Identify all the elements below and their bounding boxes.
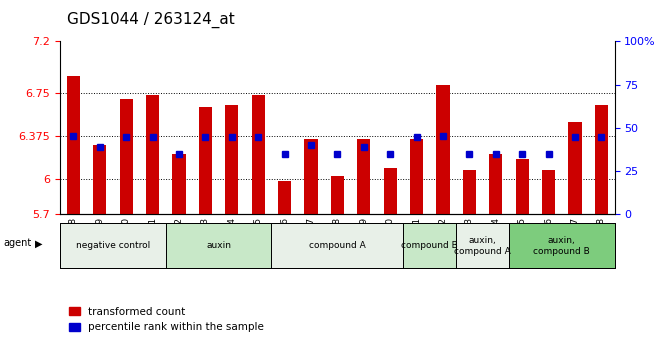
Bar xyxy=(456,223,509,268)
Bar xyxy=(331,176,344,214)
Text: auxin: auxin xyxy=(206,241,231,250)
Bar xyxy=(463,170,476,214)
Bar xyxy=(410,139,423,214)
Bar xyxy=(146,96,159,214)
Bar xyxy=(568,122,582,214)
Text: ▶: ▶ xyxy=(35,238,42,248)
Legend: transformed count, percentile rank within the sample: transformed count, percentile rank withi… xyxy=(65,303,269,336)
Text: GDS1044 / 263124_at: GDS1044 / 263124_at xyxy=(67,11,234,28)
Bar xyxy=(305,139,317,214)
Bar xyxy=(67,76,80,214)
Bar xyxy=(516,159,529,214)
Bar xyxy=(252,96,265,214)
Text: compound B: compound B xyxy=(401,241,458,250)
Text: auxin,
compound B: auxin, compound B xyxy=(533,236,590,256)
Bar xyxy=(403,223,456,268)
Bar xyxy=(93,145,106,214)
Text: agent: agent xyxy=(3,238,31,248)
Bar xyxy=(172,154,186,214)
Bar xyxy=(199,107,212,214)
Bar xyxy=(278,180,291,214)
Bar xyxy=(60,223,166,268)
Bar xyxy=(166,223,271,268)
Bar xyxy=(542,170,555,214)
Bar xyxy=(383,168,397,214)
Bar xyxy=(489,154,502,214)
Bar xyxy=(357,139,370,214)
Bar xyxy=(436,85,450,214)
Text: auxin,
compound A: auxin, compound A xyxy=(454,236,511,256)
Bar xyxy=(120,99,133,214)
Bar xyxy=(595,105,608,214)
Bar xyxy=(509,223,615,268)
Text: negative control: negative control xyxy=(75,241,150,250)
Text: compound A: compound A xyxy=(309,241,365,250)
Bar xyxy=(271,223,403,268)
Bar xyxy=(225,105,238,214)
